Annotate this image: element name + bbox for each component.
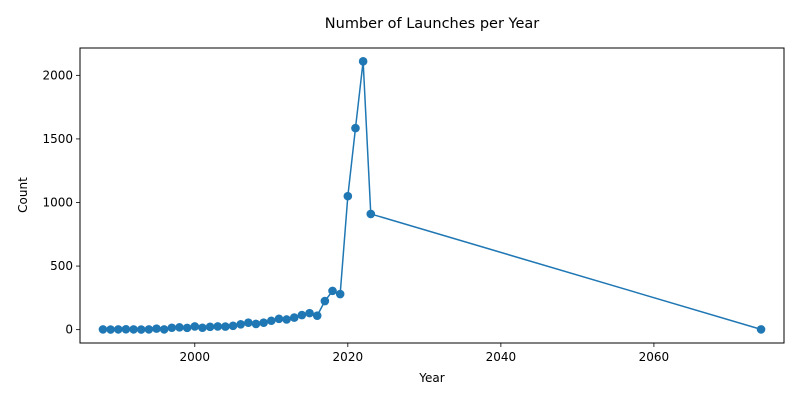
data-point-2006	[236, 320, 245, 329]
x-tick-label-2020: 2020	[333, 350, 364, 364]
data-point-2074	[756, 325, 766, 334]
y-axis-label: Count	[16, 177, 30, 213]
data-point-1991	[121, 324, 131, 334]
y-tick-label-2000: 2000	[42, 68, 73, 82]
data-point-2011	[274, 314, 284, 324]
data-point-2008	[251, 319, 261, 329]
data-point-2003	[213, 322, 223, 331]
data-point-2013	[289, 313, 299, 322]
x-axis: 2000 2020 2040 2060	[180, 343, 670, 364]
data-point-2001	[198, 323, 207, 333]
y-tick-label-0: 0	[65, 323, 73, 337]
data-point-1996	[159, 325, 169, 334]
data-point-2022	[358, 57, 368, 66]
data-point-2012	[282, 315, 291, 324]
data-point-2019	[335, 289, 345, 299]
data-point-2021	[351, 123, 360, 133]
data-point-2007	[244, 318, 253, 327]
y-tick-label-1500: 1500	[42, 132, 73, 146]
data-point-1990	[113, 325, 123, 334]
series-line-0	[102, 61, 762, 331]
data-point-2018	[328, 286, 337, 296]
data-point-1998	[175, 323, 184, 332]
data-point-1993	[136, 325, 146, 334]
data-point-2000	[190, 322, 200, 331]
y-tick-label-500: 500	[50, 259, 73, 273]
data-point-1989	[106, 325, 115, 334]
x-tick-label-2060: 2060	[639, 350, 670, 364]
data-point-2016	[312, 311, 322, 320]
data-point-2002	[205, 322, 215, 332]
data-point-1997	[167, 323, 177, 333]
data-point-2014	[297, 310, 307, 320]
y-tick-label-1000: 1000	[42, 195, 73, 209]
plot-frame	[79, 47, 785, 344]
data-point-2009	[259, 318, 268, 327]
x-axis-label: Year	[418, 371, 444, 385]
data-point-2020	[343, 191, 353, 201]
data-point-1994	[144, 325, 154, 334]
data-point-2010	[267, 316, 276, 326]
x-tick-label-2040: 2040	[486, 350, 517, 364]
chart-title: Number of Launches per Year	[325, 16, 539, 32]
plot-area	[98, 57, 766, 334]
data-point-1988	[98, 325, 108, 334]
data-point-2017	[320, 296, 330, 306]
data-point-2004	[221, 322, 230, 331]
data-point-1995	[152, 324, 161, 333]
y-axis: 0 500 1000 1500 2000	[42, 68, 80, 337]
data-point-2005	[228, 321, 238, 331]
data-point-2015	[305, 308, 314, 318]
x-tick-label-2000: 2000	[180, 350, 211, 364]
data-point-2023	[366, 209, 376, 219]
data-point-1999	[182, 323, 192, 333]
data-point-1992	[129, 325, 138, 334]
